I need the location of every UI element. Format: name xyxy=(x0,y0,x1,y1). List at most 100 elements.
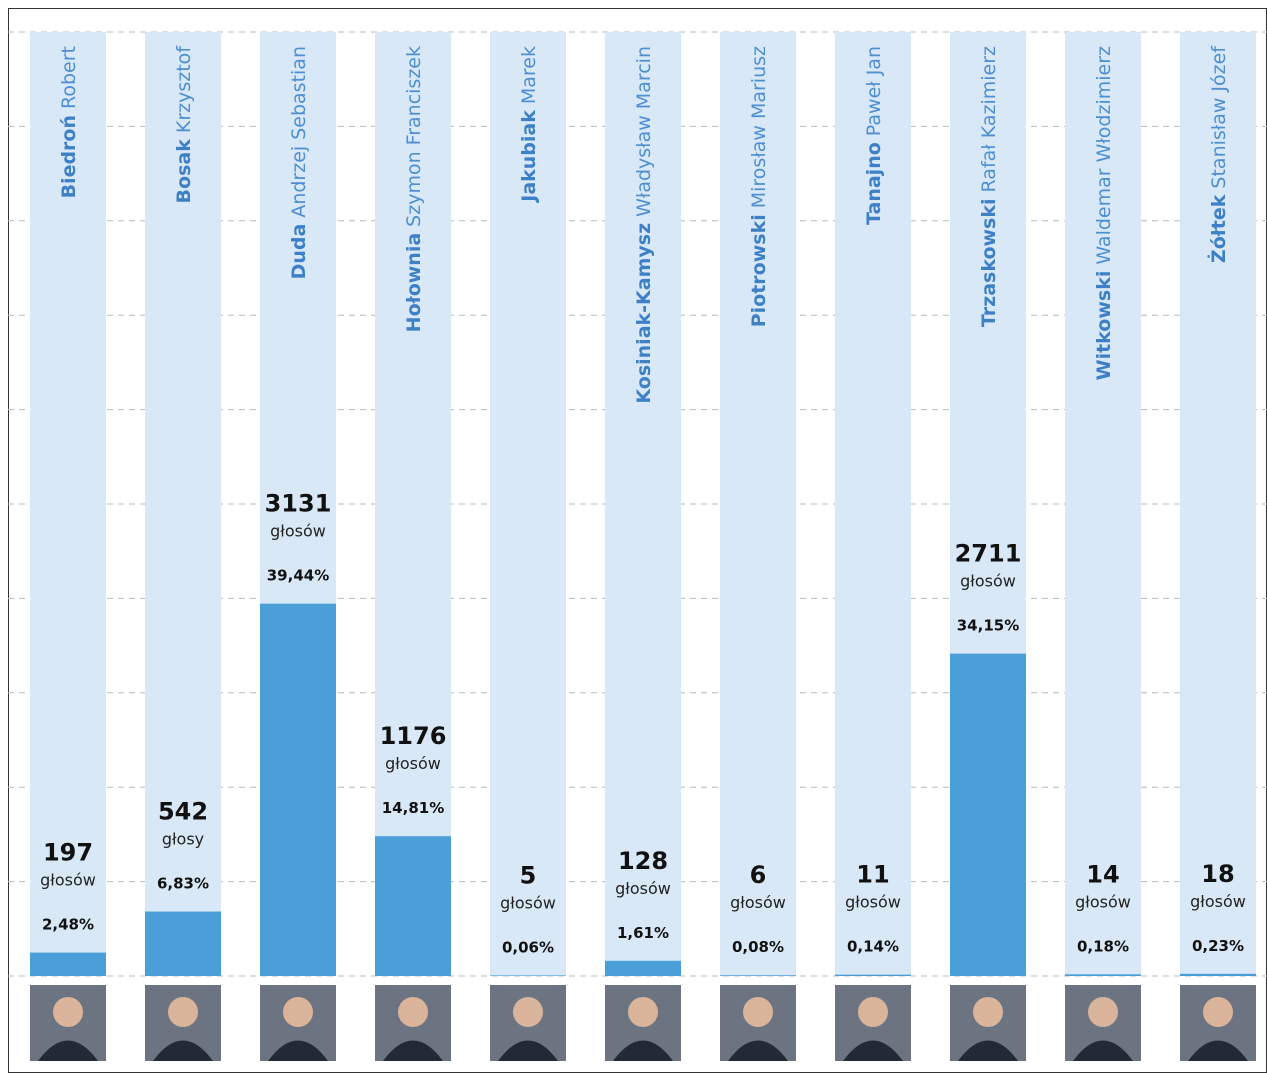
surname: Trzaskowski xyxy=(978,198,1000,327)
columns: Biedroń Robert 197 głosów 2,48% Bosak Krzyszto… xyxy=(30,32,1256,1061)
candidate-photo xyxy=(835,985,911,1061)
vote-word: głosów xyxy=(615,879,671,898)
given-names: Władysław Marcin xyxy=(633,46,655,217)
percent-label: 2,48% xyxy=(42,916,94,934)
given-names: Mirosław Mariusz xyxy=(748,46,770,208)
candidate-name: Żółtek Stanisław Józef xyxy=(1206,45,1230,263)
candidate-name: Bosak Krzysztof xyxy=(173,45,195,204)
vote-word: głosów xyxy=(1190,892,1246,911)
vote-count: 18 xyxy=(1201,860,1234,888)
surname: Witkowski xyxy=(1093,271,1115,381)
vote-count: 542 xyxy=(158,798,208,826)
photo-head xyxy=(628,997,658,1027)
vote-word: głosów xyxy=(385,754,441,773)
given-names: Andrzej Sebastian xyxy=(288,46,310,218)
given-names: Rafał Kazimierz xyxy=(978,46,1000,193)
surname: Kosiniak-Kamysz xyxy=(633,223,655,404)
surname: Piotrowski xyxy=(748,214,770,327)
photo-head xyxy=(858,997,888,1027)
percent-label: 14,81% xyxy=(382,799,444,817)
bar xyxy=(1065,974,1141,976)
vote-count: 197 xyxy=(43,839,93,867)
percent-label: 34,15% xyxy=(957,617,1019,635)
percent-label: 39,44% xyxy=(267,567,329,585)
candidate-name: Piotrowski Mirosław Mariusz xyxy=(748,46,770,327)
percent-label: 0,14% xyxy=(847,938,899,956)
percent-label: 0,23% xyxy=(1192,937,1244,955)
bar xyxy=(605,961,681,976)
given-names: Paweł Jan xyxy=(863,46,885,136)
vote-word: głosów xyxy=(40,871,96,890)
bar xyxy=(835,975,911,976)
bar xyxy=(490,975,566,976)
photo-head xyxy=(398,997,428,1027)
candidate-name: Hołownia Szymon Franciszek xyxy=(403,46,425,332)
percent-label: 0,06% xyxy=(502,938,554,956)
candidate-photo xyxy=(260,985,336,1061)
vote-count: 1176 xyxy=(380,722,447,750)
candidate-photo xyxy=(490,985,566,1061)
surname: Bosak xyxy=(173,139,195,204)
surname: Tanajno xyxy=(863,142,885,225)
candidate-photo xyxy=(1180,985,1256,1061)
vote-count: 2711 xyxy=(955,540,1022,568)
surname: Duda xyxy=(288,224,310,280)
photo-head xyxy=(743,997,773,1027)
candidate-photo xyxy=(720,985,796,1061)
photo-head xyxy=(1088,997,1118,1027)
vote-count: 3131 xyxy=(265,490,332,518)
candidate-name: Trzaskowski Rafał Kazimierz xyxy=(978,46,1000,327)
photo-head xyxy=(513,997,543,1027)
surname: Hołownia xyxy=(403,233,425,332)
candidate-photo xyxy=(950,985,1026,1061)
photo-head xyxy=(168,997,198,1027)
photo-head xyxy=(973,997,1003,1027)
vote-word: głosów xyxy=(500,893,556,912)
candidate-name: Witkowski Waldemar Włodzimierz xyxy=(1093,46,1115,380)
candidate-name: Kosiniak-Kamysz Władysław Marcin xyxy=(633,46,655,404)
candidate-photo xyxy=(375,985,451,1061)
photo-head xyxy=(1203,997,1233,1027)
percent-label: 1,61% xyxy=(617,924,669,942)
given-names: Krzysztof xyxy=(173,45,195,133)
photo-head xyxy=(283,997,313,1027)
bar xyxy=(1180,974,1256,976)
surname: Jakubiak xyxy=(518,110,540,204)
candidate-name: Jakubiak Marek xyxy=(518,46,540,204)
candidate-photo xyxy=(605,985,681,1061)
vote-word: głosów xyxy=(845,893,901,912)
vote-word: głosów xyxy=(960,572,1016,591)
vote-count: 11 xyxy=(856,861,889,889)
candidate-photo xyxy=(30,985,106,1061)
vote-count: 14 xyxy=(1086,860,1119,888)
chart: Biedroń Robert 197 głosów 2,48% Bosak Krzyszto… xyxy=(0,0,1267,1074)
percent-label: 6,83% xyxy=(157,875,209,893)
bar xyxy=(720,975,796,976)
bar xyxy=(30,953,106,976)
given-names: Szymon Franciszek xyxy=(403,46,425,227)
candidate-photo xyxy=(1065,985,1141,1061)
bar xyxy=(950,654,1026,976)
given-names: Robert xyxy=(58,46,80,109)
bar xyxy=(260,604,336,976)
candidate-name: Duda Andrzej Sebastian xyxy=(288,46,310,279)
vote-word: głosy xyxy=(162,830,204,849)
percent-label: 0,18% xyxy=(1077,937,1129,955)
candidate-name: Tanajno Paweł Jan xyxy=(863,46,885,225)
given-names: Waldemar Włodzimierz xyxy=(1093,46,1115,265)
given-names: Marek xyxy=(518,46,540,104)
surname: Biedroń xyxy=(58,115,80,198)
vote-count: 6 xyxy=(750,861,767,889)
candidate-name: Biedroń Robert xyxy=(58,46,80,198)
vote-count: 5 xyxy=(520,861,537,889)
bar xyxy=(375,836,451,976)
bar xyxy=(145,912,221,976)
vote-word: głosów xyxy=(270,522,326,541)
photo-head xyxy=(53,997,83,1027)
given-names: Stanisław Józef xyxy=(1208,45,1230,189)
vote-count: 128 xyxy=(618,847,668,875)
surname: Żółtek xyxy=(1206,194,1230,263)
percent-label: 0,08% xyxy=(732,938,784,956)
vote-word: głosów xyxy=(730,893,786,912)
vote-word: głosów xyxy=(1075,892,1131,911)
